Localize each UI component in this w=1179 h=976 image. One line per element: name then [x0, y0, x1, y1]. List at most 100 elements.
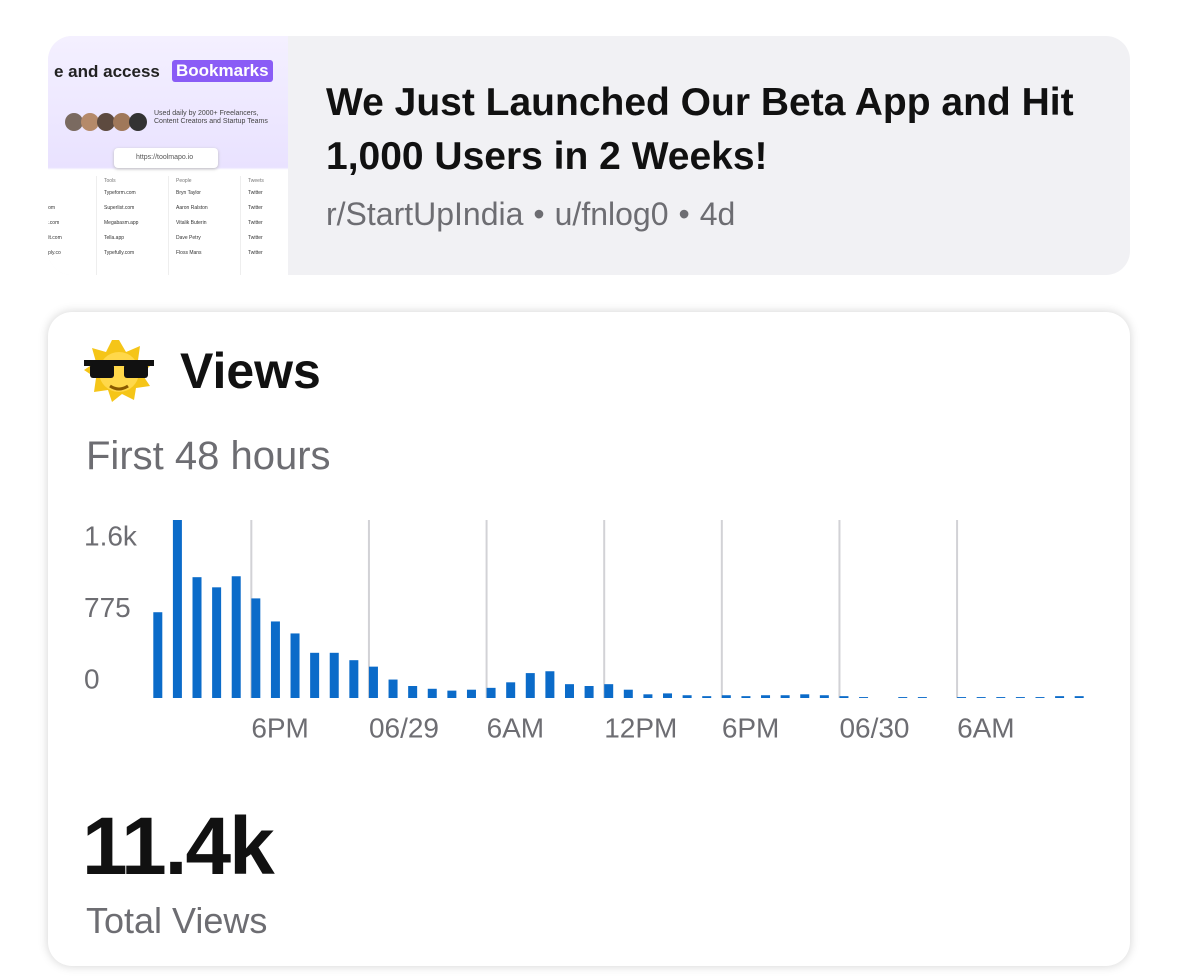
bar	[270, 621, 280, 698]
thumb-item: Dave Petry	[176, 235, 201, 241]
thumb-item: Twitter	[248, 250, 263, 256]
thumb-item: Tella.app	[104, 235, 125, 241]
bar	[310, 652, 320, 698]
thumb-item: Superlist.com	[104, 205, 135, 211]
thumb-item: Floss Mans	[176, 250, 202, 256]
bar	[153, 612, 163, 698]
thumb-item: Twitter	[248, 235, 263, 241]
bar	[702, 696, 712, 698]
thumb-item: interest.com	[48, 220, 60, 226]
bar	[192, 577, 202, 698]
bar	[584, 686, 594, 698]
bar	[1015, 697, 1025, 698]
bar	[408, 686, 418, 698]
bar	[917, 697, 927, 698]
bar	[780, 695, 790, 698]
user[interactable]: u/fnlog0	[554, 196, 669, 232]
bar	[172, 520, 182, 698]
thumb-headline: e and access	[54, 62, 160, 81]
bar	[800, 694, 810, 698]
post-title: We Just Launched Our Beta App and Hit 1,…	[326, 81, 1074, 178]
bar	[741, 696, 751, 698]
thumb-column-title: Tools	[104, 178, 116, 184]
thumb-item: apovault.com	[48, 235, 62, 241]
thumb-item: Twitter	[248, 220, 263, 226]
thumb-item: Vitalik Buterin	[176, 220, 207, 226]
bar	[349, 660, 359, 698]
thumb-item: Bryn Taylor	[176, 190, 201, 196]
bar	[388, 679, 398, 698]
bar	[1035, 697, 1045, 698]
avatars	[65, 113, 147, 131]
bar	[290, 633, 300, 698]
bar	[447, 690, 457, 698]
thumb-item: Typeform.com	[104, 190, 136, 196]
bar	[466, 689, 476, 698]
bar	[859, 697, 869, 698]
thumb-tagline: Used daily by 2000+ Freelancers, Content…	[154, 110, 268, 125]
x-tick-label: 06/30	[839, 712, 909, 743]
thumb-item: Twitter	[248, 190, 263, 196]
bar	[368, 666, 378, 698]
thumb-column: ionsttyribble.cominterest.comapovault.co…	[48, 176, 97, 275]
bar	[996, 697, 1006, 698]
views-subtitle: First 48 hours	[86, 434, 331, 478]
bar	[957, 697, 967, 698]
bar	[427, 688, 437, 698]
x-tick-label: 6PM	[251, 712, 309, 743]
post-meta: r/StartUpIndia • u/fnlog0 • 4d	[326, 196, 745, 233]
total-views-label: Total Views	[86, 900, 268, 941]
views-icon	[84, 340, 154, 402]
thumb-column-title: Tweets	[248, 178, 264, 184]
bar	[839, 696, 849, 698]
views-title: Views	[180, 343, 321, 399]
bar	[643, 694, 653, 698]
thumb-column: Tools Typeform.com Superlist.com Megabasm.a…	[100, 176, 169, 275]
bar	[623, 689, 633, 698]
bar	[525, 673, 535, 698]
thumb-item: Aaron Ralston	[176, 205, 208, 211]
bar	[761, 695, 771, 698]
thumb-column-title: People	[176, 178, 192, 184]
bar	[251, 598, 261, 698]
separator: •	[533, 196, 545, 232]
x-tick-label: 6PM	[722, 712, 780, 743]
x-tick-label: 6AM	[487, 712, 545, 743]
bar	[721, 695, 731, 698]
bar	[819, 695, 829, 698]
post-card[interactable]: e and access Bookmarks Used daily by 200…	[48, 36, 1130, 275]
thumb-item: ribble.com	[48, 205, 56, 211]
separator: •	[678, 196, 690, 232]
total-views: 11.4k	[82, 801, 275, 892]
views-card: Views First 48 hours 11.4k Total Views	[48, 312, 1130, 966]
thumb-badge: Bookmarks	[172, 60, 273, 82]
y-tick-label: 775	[84, 592, 131, 623]
thumb-item: Megabasm.app	[104, 220, 139, 226]
thumb-column: People Bryn Taylor Aaron Ralston Vitalik Bu…	[172, 176, 241, 275]
bar	[564, 684, 574, 698]
y-tick-label: 0	[84, 663, 100, 694]
bar	[329, 652, 339, 698]
thumb-item: Typefully.com	[104, 250, 135, 256]
y-tick-label: 1.6k	[84, 520, 138, 551]
age: 4d	[699, 196, 736, 232]
bar	[486, 687, 496, 698]
thumb-item: Twitter	[248, 205, 263, 211]
bar	[1074, 696, 1084, 698]
post-thumbnail: e and access Bookmarks Used daily by 200…	[48, 36, 288, 275]
bar	[506, 682, 516, 698]
thumb-column: Tweets Twitter Twitter Twitter Twitter Twitte…	[244, 176, 288, 275]
bar	[682, 695, 692, 698]
bar	[545, 671, 555, 698]
bar	[663, 693, 673, 698]
subreddit[interactable]: r/StartUpIndia	[326, 196, 524, 232]
bar	[976, 697, 986, 698]
bar	[1055, 696, 1065, 698]
bar	[898, 697, 908, 698]
thumb-item: toolsupply.co	[48, 250, 61, 256]
x-tick-label: 06/29	[369, 712, 439, 743]
bar	[604, 684, 614, 698]
thumb-url: https://toolmapo.io	[114, 148, 218, 168]
